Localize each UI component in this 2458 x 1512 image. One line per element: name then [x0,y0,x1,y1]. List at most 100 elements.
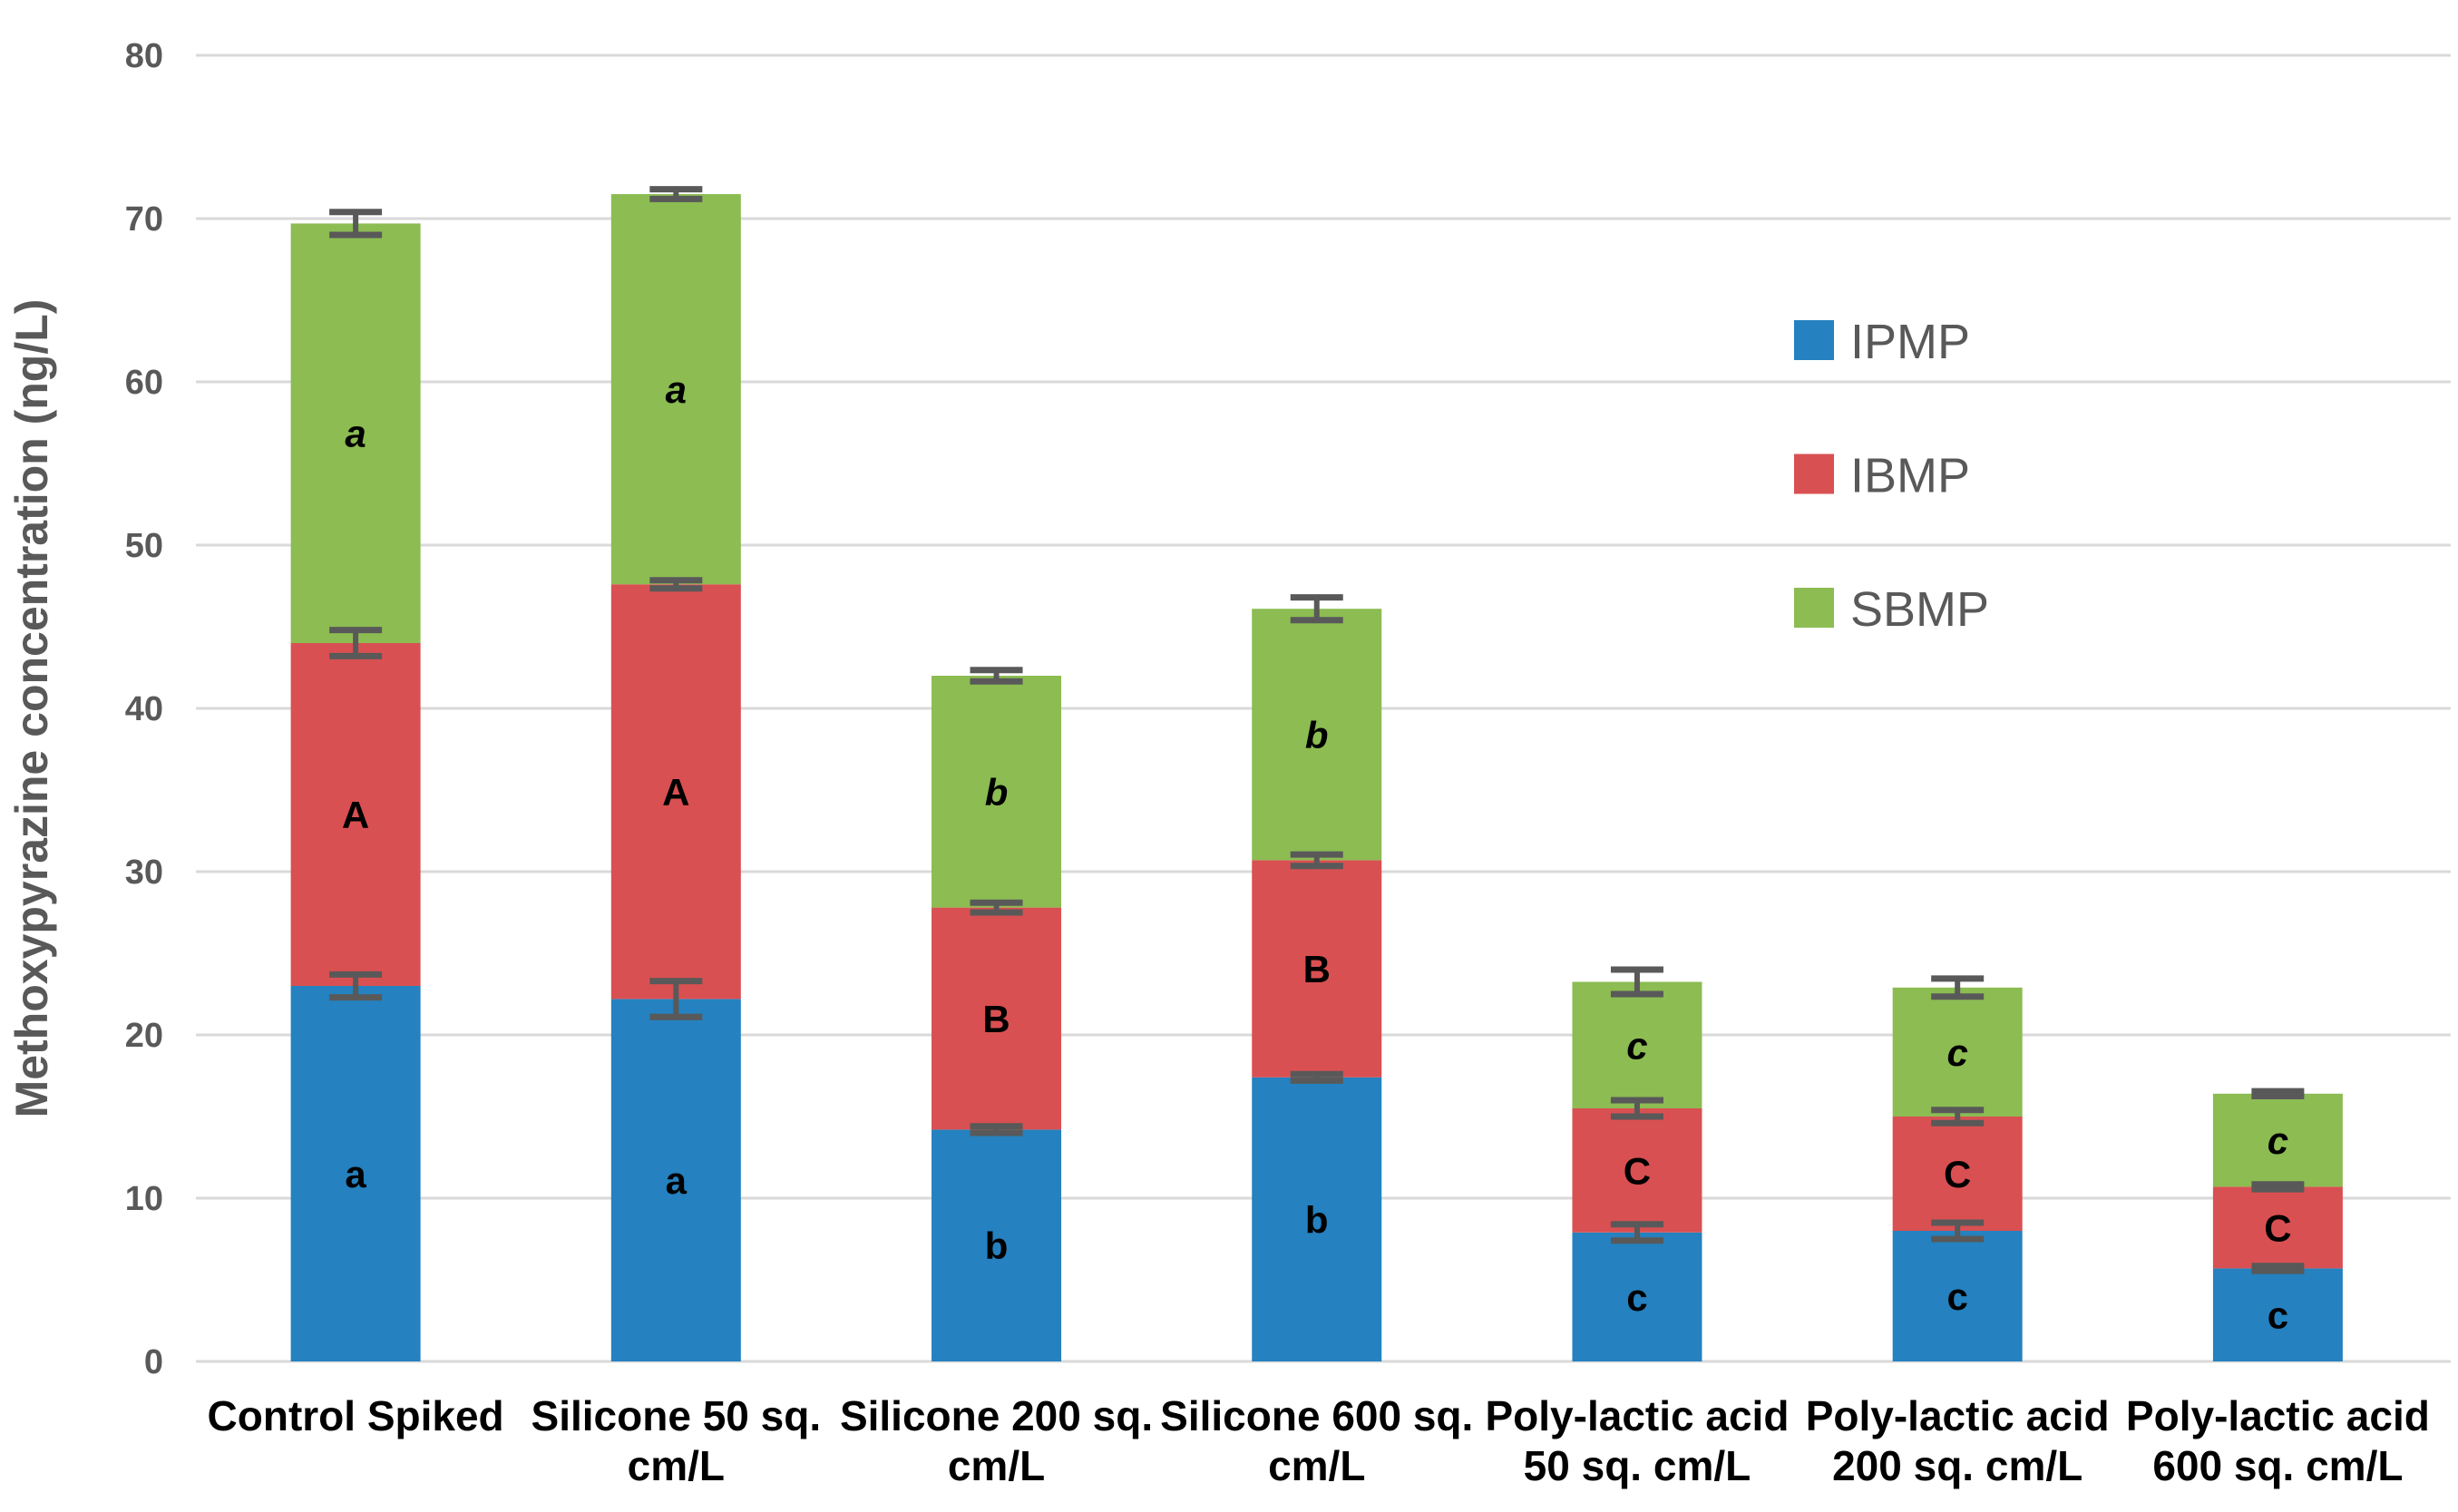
significance-letter-SBMP-cat6: c [2268,1119,2288,1162]
legend-item-SBMP: SBMP [1794,582,1989,637]
error-bar-IPMP-cat1 [649,978,703,1020]
x-category-label-cat0-line0: Control Spiked [208,1392,504,1439]
bar-segment-SBMP-cat5 [1892,987,2023,1117]
x-category-label-cat1-line1: cm/L [628,1442,725,1489]
x-category-label-cat4-line0: Poly-lactic acid [1486,1392,1790,1439]
legend-item-IBMP: IBMP [1794,449,1970,503]
bar-segment-IPMP-cat1 [610,999,741,1361]
error-bar-SBMP-cat2 [970,667,1023,685]
significance-letter-SBMP-cat2: b [985,771,1009,814]
significance-letter-IBMP-cat3: B [1303,948,1331,990]
legend-swatch-IBMP [1794,454,1834,494]
error-bar-IBMP-cat3 [1290,851,1343,870]
bar-segment-IPMP-cat6 [2212,1268,2343,1361]
y-tick-label-80: 80 [125,37,163,75]
significance-letter-IPMP-cat1: a [666,1159,688,1202]
significance-letters-group: a Aa a Aa b Bb b Bb c Cc c Cc c Cc [342,368,2292,1337]
error-bar-IPMP-cat4 [1610,1221,1663,1244]
error-bar-IBMP-cat6 [2251,1181,2305,1193]
error-bar-SBMP-cat1 [649,186,703,202]
y-tick-label-70: 70 [125,200,163,239]
error-bar-SBMP-cat3 [1290,594,1343,624]
significance-letter-SBMP-cat4: c [1626,1024,1647,1067]
legend-item-IPMP: IPMP [1794,315,1970,369]
error-bar-IBMP-cat0 [329,627,383,659]
significance-letter-SBMP-cat5: c [1946,1031,1967,1074]
bar-segment-IPMP-cat4 [1572,1232,1702,1361]
y-tick-label-10: 10 [125,1180,163,1218]
significance-letter-IBMP-cat2: B [982,998,1010,1040]
x-category-label-cat1-line0: Silicone 50 sq. [532,1392,822,1439]
y-tick-label-20: 20 [125,1017,163,1055]
bar-segment-IBMP-cat1 [610,584,741,1000]
y-tick-label-30: 30 [125,854,163,892]
significance-letter-IPMP-cat2: b [985,1224,1009,1267]
bar-segment-SBMP-cat2 [932,676,1062,908]
bar-segment-SBMP-cat0 [290,223,421,643]
significance-letter-IBMP-cat5: C [1944,1153,1971,1195]
error-bar-IPMP-cat0 [329,971,383,1001]
bar-segment-IBMP-cat5 [1892,1117,2023,1231]
x-category-label-cat3-line1: cm/L [1268,1442,1365,1489]
significance-letter-IBMP-cat4: C [1624,1149,1651,1192]
legend-swatch-SBMP [1794,588,1834,628]
legend-label-SBMP: SBMP [1850,582,1989,637]
error-bar-IPMP-cat3 [1290,1070,1343,1084]
bar-segment-SBMP-cat6 [2212,1093,2343,1187]
significance-letter-IPMP-cat3: b [1305,1198,1329,1241]
bar-segment-IPMP-cat2 [932,1129,1062,1361]
significance-letter-SBMP-cat3: b [1305,714,1329,756]
legend-swatch-IPMP [1794,320,1834,360]
legend-label-IPMP: IPMP [1850,315,1970,369]
bar-segment-IBMP-cat2 [932,907,1062,1130]
error-bar-IBMP-cat1 [649,577,703,592]
bar-segment-SBMP-cat1 [610,194,741,585]
error-bar-IBMP-cat5 [1931,1107,1985,1127]
y-tick-label-0: 0 [144,1343,163,1381]
error-bar-IPMP-cat5 [1931,1219,1985,1243]
x-category-label-cat5-line0: Poly-lactic acid [1806,1392,2110,1439]
bar-segment-SBMP-cat3 [1252,609,1382,861]
significance-letter-IPMP-cat5: c [1946,1275,1967,1318]
bar-segment-IBMP-cat0 [290,643,421,986]
error-bar-SBMP-cat6 [2251,1088,2305,1099]
bar-segment-SBMP-cat4 [1572,981,1702,1108]
error-bar-IBMP-cat4 [1610,1097,1663,1120]
legend: IPMP IBMP SBMP [1794,315,1989,637]
significance-letter-IPMP-cat4: c [1626,1276,1647,1319]
error-bars-group [329,186,2305,1274]
bar-segment-IPMP-cat3 [1252,1077,1382,1361]
x-category-label-cat6-line1: 600 sq. cm/L [2152,1442,2403,1489]
significance-letter-IPMP-cat6: c [2268,1294,2288,1337]
significance-letter-SBMP-cat1: a [666,368,687,411]
x-category-label-cat6-line0: Poly-lactic acid [2126,1392,2430,1439]
error-bar-IPMP-cat6 [2251,1263,2305,1274]
y-tick-label-40: 40 [125,690,163,728]
error-bar-IBMP-cat2 [970,899,1023,916]
significance-letter-SBMP-cat0: a [345,413,366,455]
x-category-label-cat3-line0: Silicone 600 sq. [1160,1392,1473,1439]
axis-labels-group: 0 10 20 30 40 50 60 70 80 Control Spiked Silicone … [125,37,2430,1489]
legend-label-IBMP: IBMP [1850,449,1970,503]
significance-letter-IBMP-cat0: A [342,794,369,836]
y-tick-label-50: 50 [125,527,163,565]
bar-segment-IBMP-cat6 [2212,1186,2343,1269]
error-bar-SBMP-cat0 [329,209,383,239]
bar-segment-IBMP-cat3 [1252,860,1382,1078]
bars-group [290,194,2343,1361]
y-tick-label-60: 60 [125,364,163,402]
y-axis-title: Methoxypyrazine concentration (ng/L) [6,299,57,1118]
x-category-label-cat5-line1: 200 sq. cm/L [1832,1442,2082,1489]
bar-segment-IPMP-cat0 [290,986,421,1361]
significance-letter-IBMP-cat6: C [2264,1206,2291,1249]
x-category-label-cat2-line1: cm/L [948,1442,1045,1489]
significance-letter-IPMP-cat0: a [345,1153,366,1195]
error-bar-SBMP-cat4 [1610,966,1663,998]
bar-segment-IBMP-cat4 [1572,1108,1702,1233]
x-category-label-cat4-line1: 50 sq. cm/L [1524,1442,1751,1489]
error-bar-SBMP-cat5 [1931,975,1985,1000]
significance-letter-IBMP-cat1: A [662,771,689,814]
x-category-label-cat2-line0: Silicone 200 sq. [840,1392,1153,1439]
